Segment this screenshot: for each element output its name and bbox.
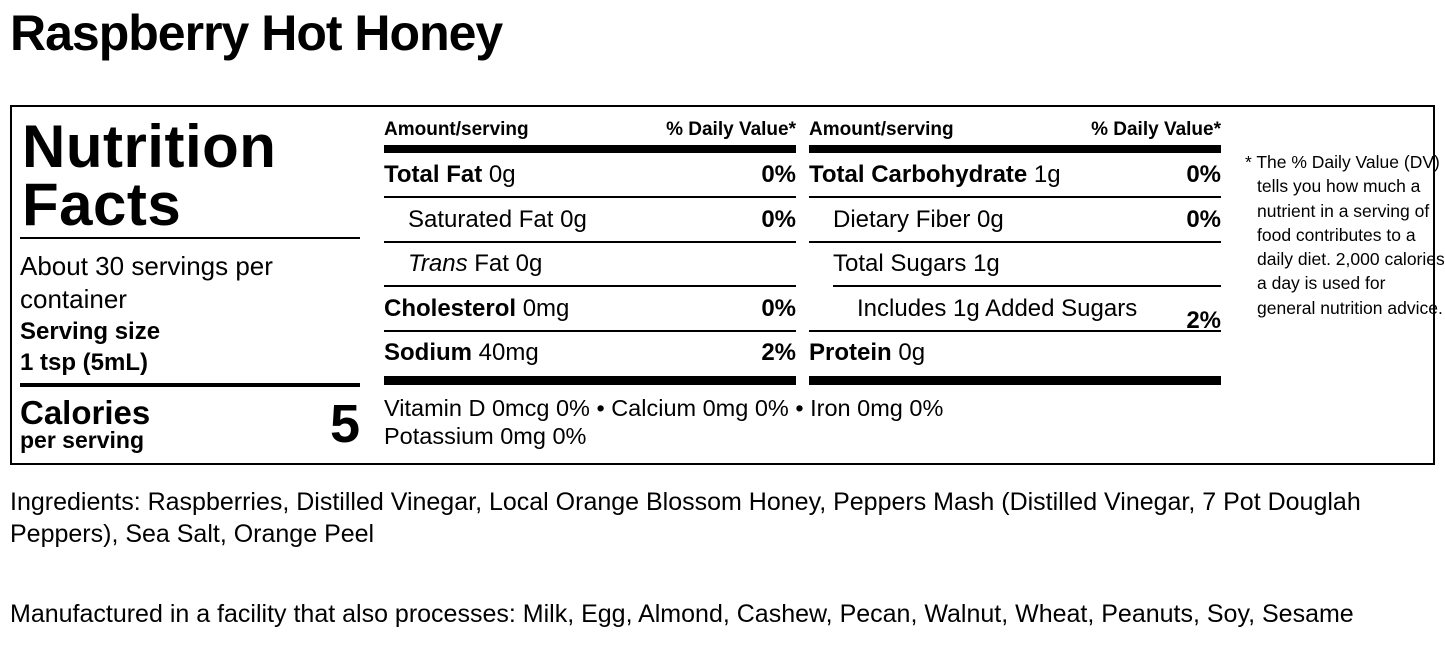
nutrient-column: Amount/serving % Daily Value* Total Carboh…: [809, 107, 1221, 397]
rule: [809, 145, 1221, 153]
serving-size: 1 tsp (5mL): [20, 349, 149, 376]
nutrient-label: Sodium 40mg: [384, 339, 539, 367]
nutrient-label: Total Carbohydrate 1g: [809, 161, 1061, 189]
dv-header: % Daily Value*: [1091, 119, 1221, 140]
nutrient-label: Total Sugars 1g: [809, 250, 1000, 278]
rule: [384, 285, 796, 287]
nutrient-amount: 1g: [973, 250, 1000, 277]
nutrient-amount: 0g: [488, 161, 516, 188]
servings: About 30 servings per container: [20, 251, 273, 314]
nutrient-name: Includes 1g Added Sugars: [857, 294, 1138, 322]
nutrient-label: Total Fat 0g: [384, 161, 516, 189]
nutrient-amount: 0g: [560, 205, 587, 233]
nutrient-name: Sodium: [384, 339, 472, 366]
nutrient-name: Fat: [474, 250, 509, 277]
rule: [809, 329, 1221, 332]
nutrient-dv: 0%: [1186, 161, 1221, 188]
product-title: Raspberry Hot Honey: [10, 5, 503, 61]
nutrient-row: Trans Fat 0g: [384, 242, 796, 286]
nutrient-row: Dietary Fiber 0g 0%: [809, 198, 1221, 242]
nutrient-amount: 0mg: [522, 294, 570, 322]
nutrient-row: Sodium 40mg 2%: [384, 331, 796, 375]
nutrient-amount: 1g: [1033, 161, 1061, 188]
nutrient-name: Total Carbohydrate: [809, 161, 1028, 188]
calories-label: Calories: [20, 394, 151, 431]
nutrient-dv: 2%: [761, 339, 796, 366]
calories-sub: per serving: [20, 427, 144, 453]
rule: [809, 240, 1221, 243]
nutrient-name: Trans: [408, 250, 468, 277]
rule: [384, 196, 796, 198]
rule: [384, 145, 796, 153]
nutrient-amount: 40mg: [478, 339, 539, 366]
serving-size-label: Serving size: [20, 318, 161, 345]
nutrient-label: Dietary Fiber 0g: [809, 206, 1004, 234]
nutrient-amount: 0g: [515, 250, 543, 277]
rule: [384, 375, 796, 385]
nutrition-label: Nutrition Facts About 30 servings per co…: [10, 105, 1445, 465]
nutrient-dv: 0%: [761, 294, 796, 322]
rule: [384, 240, 796, 243]
nutrient-name: Dietary Fiber: [833, 205, 971, 233]
nutrient-label: Trans Fat 0g: [384, 250, 542, 278]
nutrient-row: Cholesterol 0mg 0%: [384, 287, 796, 331]
rule: [809, 375, 1221, 385]
nutrient-row: Total Sugars 1g: [809, 242, 1221, 286]
nutrient-dv: 0%: [761, 205, 796, 233]
nutrient-column: Amount/serving % Daily Value* Total Fat 0g…: [384, 107, 796, 397]
ingredients: Ingredients: Raspberries, Distilled Vine…: [10, 488, 1361, 548]
nutrient-name: Saturated Fat: [408, 205, 554, 233]
amount-header: Amount/serving: [384, 119, 529, 140]
nutrient-label: Cholesterol 0mg: [384, 295, 569, 323]
rule: [384, 329, 796, 332]
nutrient-label: Includes 1g Added Sugars: [809, 295, 1137, 323]
nutrient-name: Total Fat: [384, 161, 483, 188]
allergens: Manufactured in a facility that also pro…: [10, 600, 1354, 628]
nutrient-label: Protein 0g: [809, 339, 925, 367]
nutrient-row: Protein 0g: [809, 331, 1221, 375]
rule: [20, 383, 360, 387]
nutrient-row: Total Carbohydrate 1g 0%: [809, 153, 1221, 197]
nutrient-name: Protein: [809, 339, 892, 366]
amount-header: Amount/serving: [809, 119, 954, 140]
nutrient-name: Total Sugars: [833, 250, 967, 277]
nutrient-dv: 0%: [761, 161, 796, 188]
dv-header: % Daily Value*: [666, 119, 796, 140]
nutrient-dv: 0%: [1186, 205, 1221, 233]
nutrient-row: Saturated Fat 0g 0%: [384, 198, 796, 242]
vitamins: Potassium 0mg 0%: [384, 423, 587, 449]
nutrient-row: Total Fat 0g 0%: [384, 153, 796, 197]
vitamins: Vitamin D 0mcg 0% • Calcium 0mg 0% • Iro…: [384, 395, 944, 421]
calories-value: 5: [329, 394, 360, 454]
nutrient-amount: 0g: [898, 339, 926, 366]
rule: [809, 196, 1221, 198]
footnote: * The % Daily Value (DV) tells you how m…: [1245, 152, 1445, 318]
nutrient-name: Cholesterol: [384, 294, 517, 322]
nutrient-amount: 0g: [977, 205, 1004, 233]
nutrient-row: Includes 1g Added Sugars 2%: [809, 287, 1221, 334]
heading: Nutrition: [22, 113, 277, 180]
heading: Facts: [22, 171, 182, 238]
rule: [20, 237, 360, 239]
rule: [833, 285, 1221, 287]
nutrient-label: Saturated Fat 0g: [384, 206, 587, 234]
nutrient-dv: 2%: [1186, 306, 1221, 334]
